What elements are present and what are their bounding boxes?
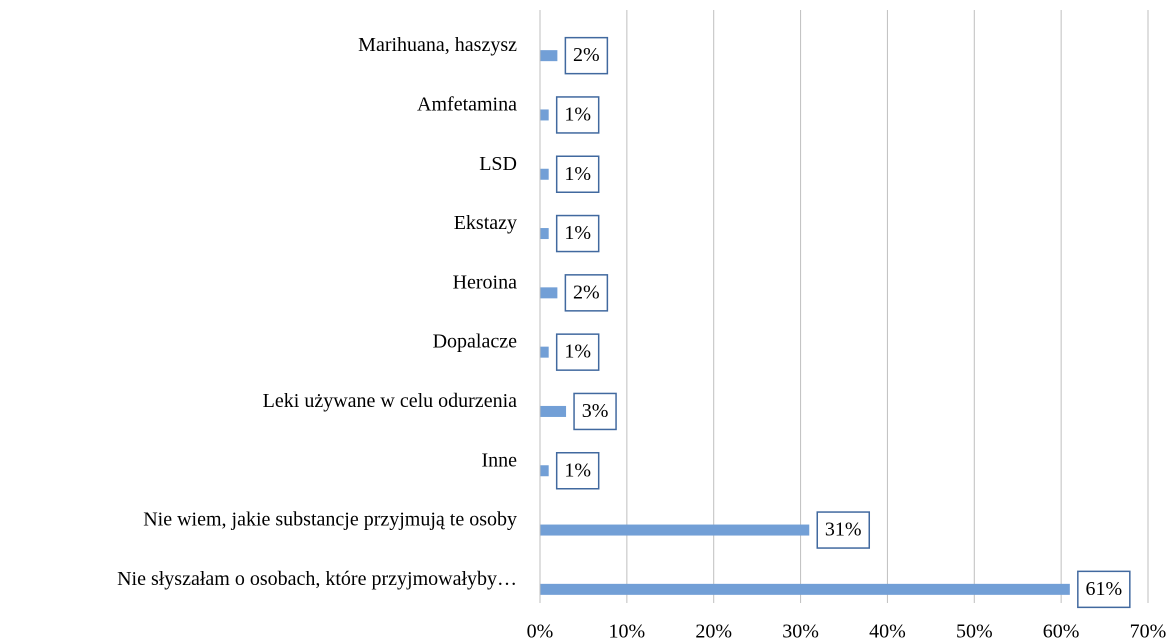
y-tick-label: LSD (479, 153, 517, 175)
bar (540, 583, 1070, 595)
x-tick-label: 30% (782, 621, 819, 643)
data-label: 1% (564, 459, 591, 481)
x-tick-label: 40% (869, 621, 906, 643)
data-label-box (555, 96, 600, 134)
data-label: 3% (582, 400, 609, 422)
x-tick-label: 70% (1130, 621, 1167, 643)
bar (540, 228, 549, 240)
x-tick-label: 60% (1043, 621, 1080, 643)
y-tick-label: Nie słyszałam o osobach, które przyjmowa… (117, 568, 517, 590)
bar (540, 524, 810, 536)
data-label: 1% (564, 341, 591, 363)
bar (540, 465, 549, 477)
bar (540, 405, 567, 417)
data-label-box (555, 214, 600, 253)
x-tick-label: 0% (527, 621, 554, 643)
y-tick-label: Leki używane w celu odurzenia (263, 390, 517, 412)
x-tick-label: 10% (609, 621, 646, 643)
data-label-box (564, 36, 609, 75)
data-label-box (564, 274, 609, 312)
x-tick-label: 50% (956, 621, 993, 643)
data-label-box (555, 452, 600, 490)
y-tick-label: Nie wiem, jakie substancje przyjmują te … (143, 509, 517, 531)
data-label-box (573, 392, 617, 431)
data-label-box (555, 155, 600, 193)
bar (540, 109, 549, 121)
data-label-box (555, 333, 600, 371)
y-tick-label: Amfetamina (417, 94, 517, 116)
y-tick-label: Ekstazy (454, 212, 517, 234)
bar (540, 168, 549, 180)
data-label-box (816, 511, 871, 549)
bar (540, 287, 558, 299)
data-label: 1% (564, 222, 591, 244)
y-tick-label: Dopalacze (433, 331, 518, 353)
y-tick-label: Heroina (453, 271, 518, 293)
bar (540, 346, 549, 358)
data-label: 31% (825, 519, 862, 541)
data-label: 1% (564, 104, 591, 126)
data-label: 1% (564, 163, 591, 185)
y-tick-label: Marihuana, haszysz (358, 34, 517, 56)
data-label: 61% (1085, 578, 1122, 600)
data-label-box (1077, 570, 1131, 609)
data-label: 2% (573, 281, 600, 303)
data-label: 2% (573, 44, 600, 66)
x-tick-label: 20% (695, 621, 732, 643)
bar (540, 50, 558, 62)
y-tick-label: Inne (481, 449, 517, 471)
